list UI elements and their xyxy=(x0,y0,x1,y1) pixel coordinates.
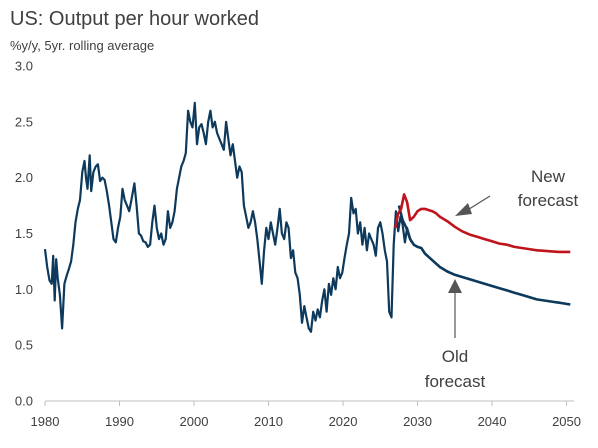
annotation-old-line-2: forecast xyxy=(425,372,486,391)
x-tick-label: 1980 xyxy=(31,414,60,429)
y-tick-label: 1.0 xyxy=(15,282,33,297)
x-tick-label: 2000 xyxy=(180,414,209,429)
series-line-new-forecast xyxy=(393,193,571,254)
x-tick-label: 2010 xyxy=(254,414,283,429)
y-tick-label: 1.5 xyxy=(15,226,33,241)
series-line-history xyxy=(43,101,413,333)
annotation-old-line-1: Old xyxy=(442,347,468,366)
series-line-old-forecast xyxy=(397,205,571,306)
x-tick-label: 1990 xyxy=(105,414,134,429)
y-tick-label: 3.0 xyxy=(15,59,33,74)
y-axis: 0.0 0.5 1.0 1.5 2.0 2.5 3.0 xyxy=(15,59,33,409)
x-tick-label: 2030 xyxy=(403,414,432,429)
chart-title: US: Output per hour worked xyxy=(10,8,259,30)
y-tick-label: 0.0 xyxy=(15,394,33,409)
x-axis: 1980 1990 2000 2010 2020 2030 2040 2050 xyxy=(31,401,581,429)
x-tick-label: 2020 xyxy=(329,414,358,429)
y-tick-label: 0.5 xyxy=(15,338,33,353)
y-tick-label: 2.0 xyxy=(15,170,33,185)
annotation-new-line-2: forecast xyxy=(518,191,579,210)
arrow-old-forecast-icon xyxy=(448,279,462,338)
y-tick-label: 2.5 xyxy=(15,114,33,129)
x-tick-label: 2040 xyxy=(478,414,507,429)
x-tick-label: 2050 xyxy=(552,414,581,429)
arrow-new-forecast-icon xyxy=(455,195,491,216)
annotation-new-line-1: New xyxy=(531,167,566,186)
chart-subtitle: %y/y, 5yr. rolling average xyxy=(10,38,154,53)
